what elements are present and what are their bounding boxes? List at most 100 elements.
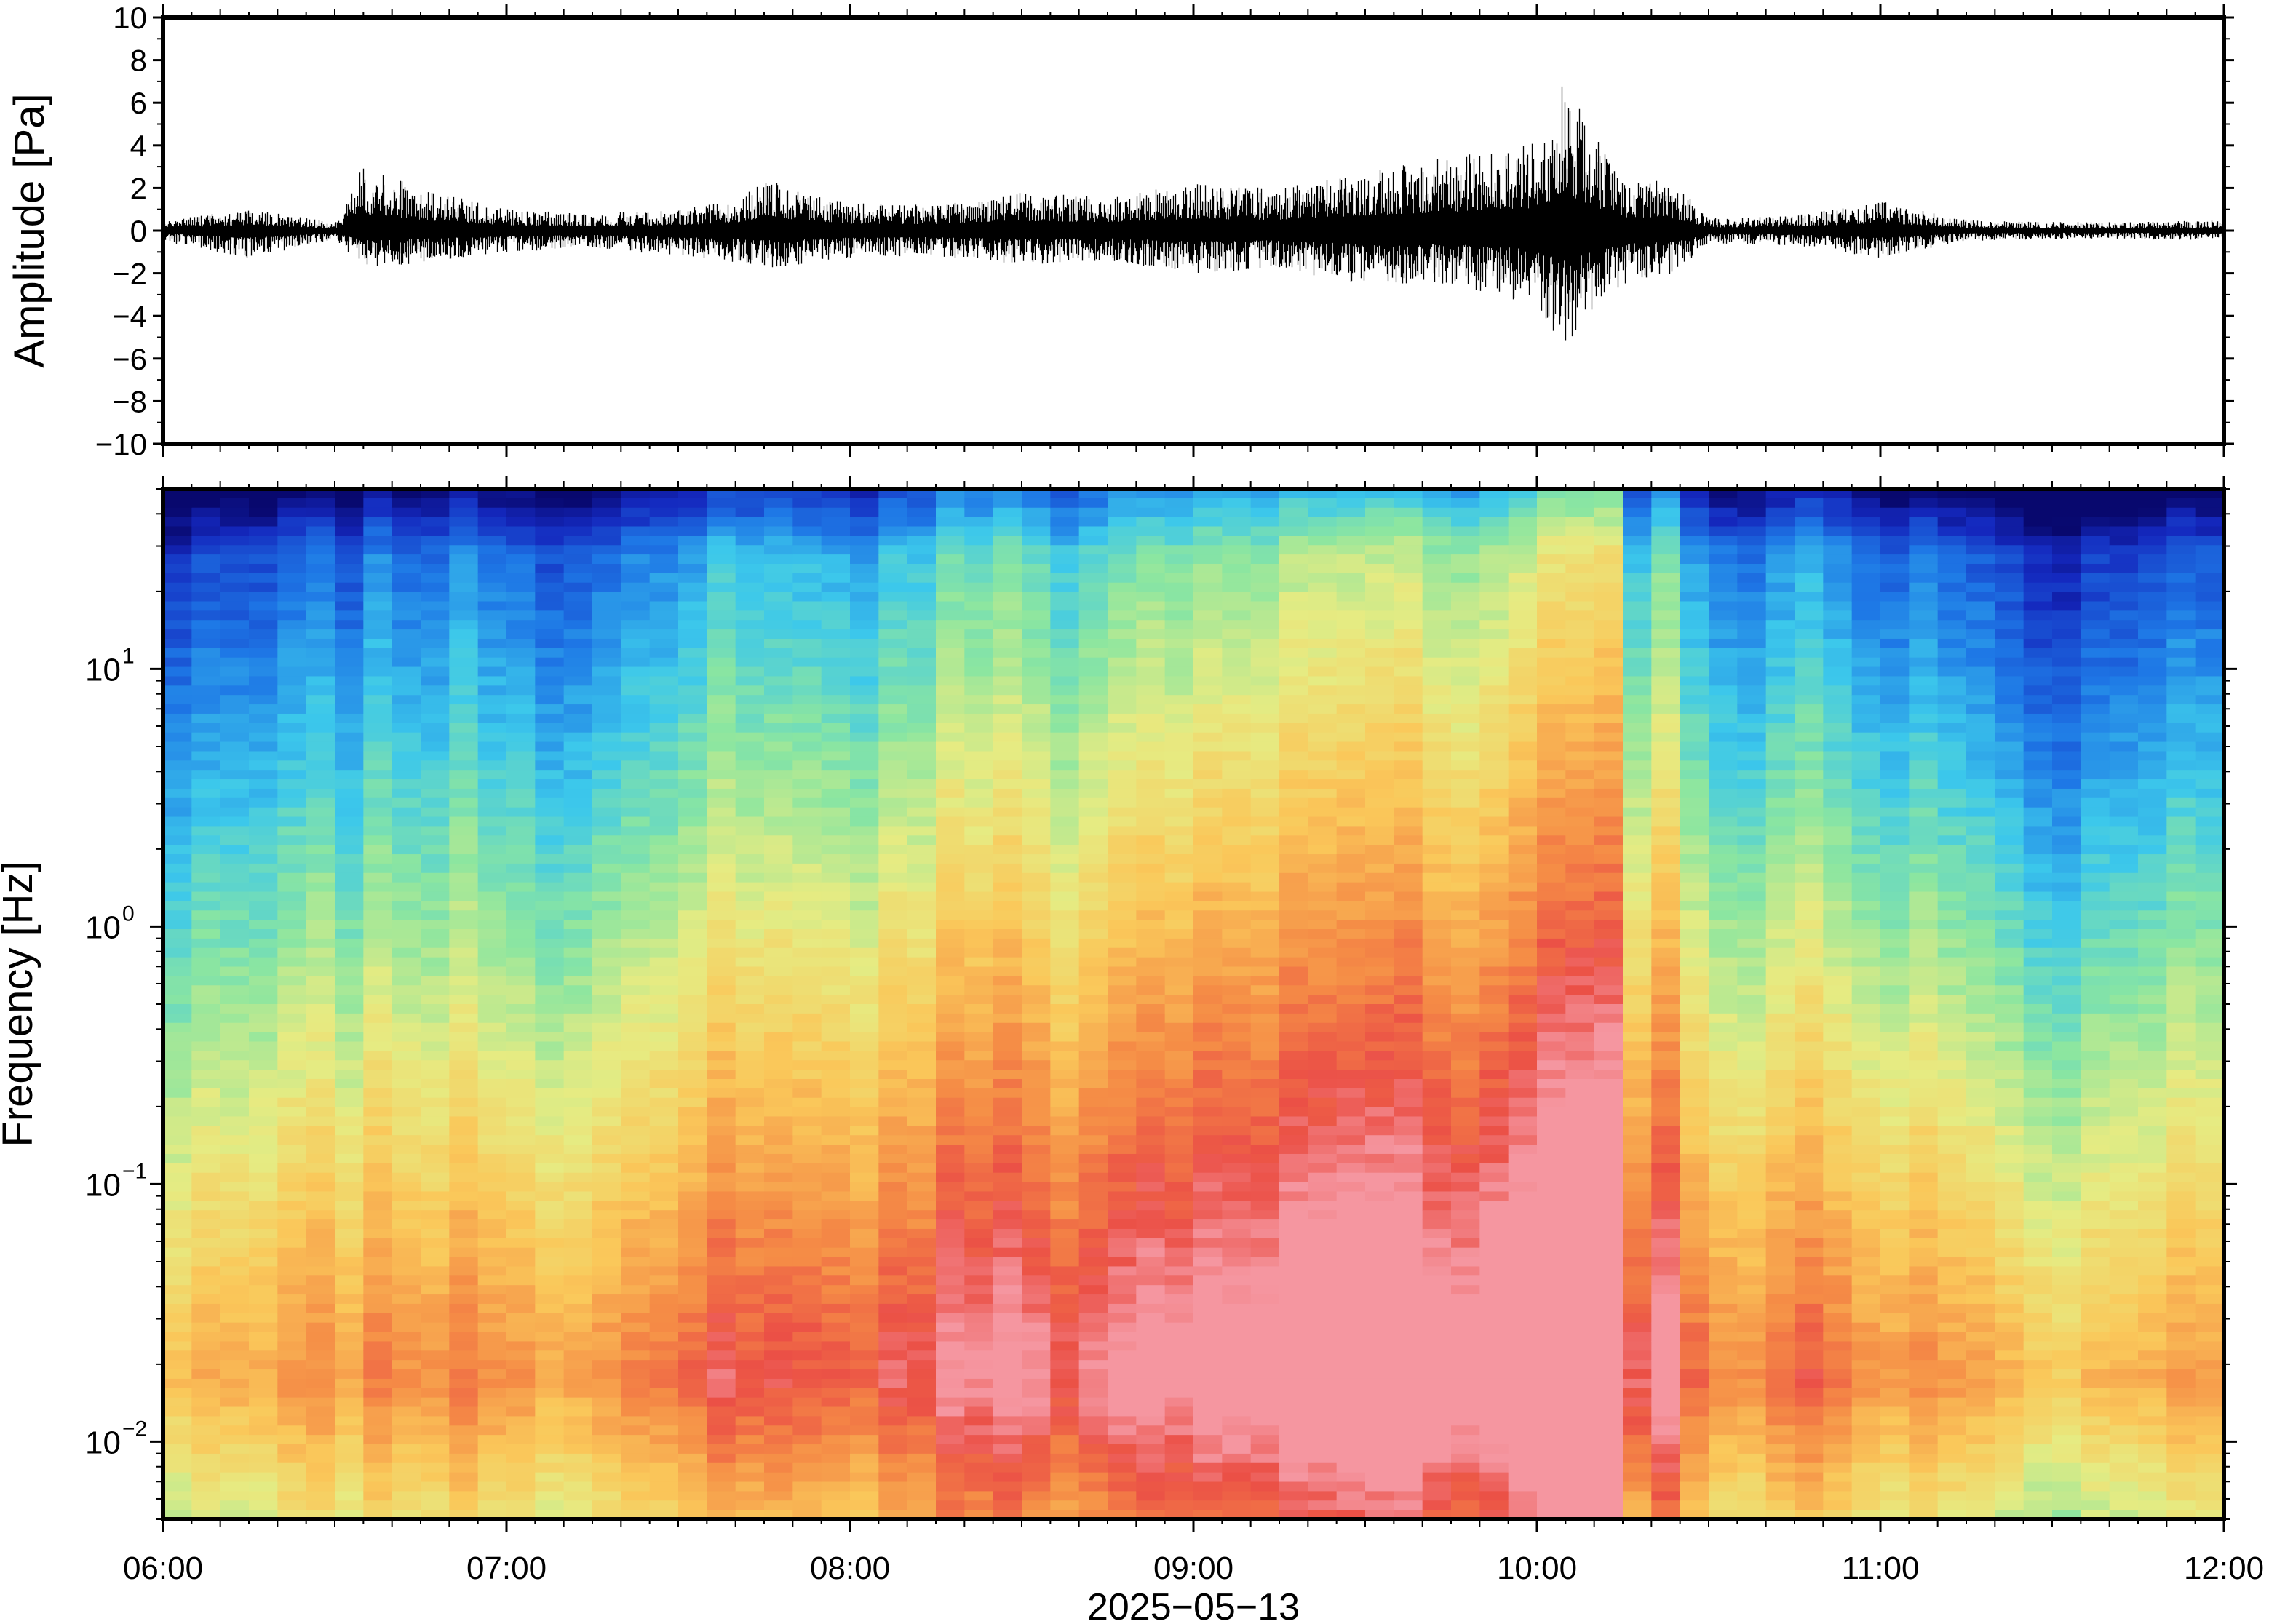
spectrogram-cell <box>1394 536 1423 546</box>
spectrogram-cell <box>1279 788 1308 799</box>
spectrogram-cell <box>1222 966 1252 976</box>
spectrogram-cell <box>735 995 765 1005</box>
spectrogram-cell <box>421 666 450 677</box>
spectrogram-cell <box>1136 1257 1166 1267</box>
spectrogram-cell <box>392 1462 421 1473</box>
spectrogram-cell <box>850 872 879 883</box>
spectrogram-cell <box>449 938 479 949</box>
spectrogram-cell <box>649 760 679 771</box>
spectrogram-cell <box>163 966 192 976</box>
spectrogram-cell <box>535 526 565 536</box>
spectrogram-cell <box>1250 507 1280 518</box>
spectrogram-cell <box>1022 976 1051 986</box>
spectrogram-cell <box>936 1182 965 1193</box>
spectrogram-cell <box>1078 1238 1108 1249</box>
spectrogram-cell <box>964 1051 994 1061</box>
spectrogram-cell <box>1193 638 1223 649</box>
spectrogram-cell <box>907 1406 937 1417</box>
spectrogram-cell <box>363 1481 393 1492</box>
spectrogram-cell <box>850 1182 879 1193</box>
spectrogram-cell <box>421 1266 450 1276</box>
spectrogram-cell <box>649 592 679 602</box>
spectrogram-cell <box>735 1088 765 1099</box>
spectrogram-cell <box>649 901 679 911</box>
spectrogram-cell <box>878 872 908 883</box>
spectrogram-cell <box>563 1126 593 1136</box>
spectrogram-cell <box>936 666 965 677</box>
spectrogram-cell <box>335 920 364 930</box>
spectrogram-cell <box>792 1172 822 1183</box>
spectrogram-cell <box>649 610 679 621</box>
spectrogram-cell <box>277 536 307 546</box>
spectrogram-cell <box>1222 704 1252 715</box>
spectrogram-cell <box>621 1145 651 1155</box>
spectrogram-cell <box>1022 638 1051 649</box>
spectrogram-cell <box>506 901 536 911</box>
spectrogram-cell <box>735 1350 765 1361</box>
spectrogram-cell <box>821 1406 851 1417</box>
spectrogram-cell <box>506 1022 536 1033</box>
spectrogram-cell <box>964 938 994 949</box>
spectrogram-cell <box>850 1051 879 1061</box>
spectrogram-cell <box>678 732 707 743</box>
spectrogram-cell <box>1308 1182 1338 1193</box>
spectrogram-cell <box>964 835 994 845</box>
spectrogram-cell <box>907 554 937 565</box>
spectrogram-cell <box>535 1238 565 1249</box>
spectrogram-cell <box>792 526 822 536</box>
spectrogram-cell <box>707 1145 736 1155</box>
spectrogram-cell <box>792 713 822 724</box>
spectrogram-cell <box>1164 704 1194 715</box>
spectrogram-cell <box>1136 1369 1166 1380</box>
spectrogram-cell <box>792 1435 822 1445</box>
spectrogram-cell <box>506 666 536 677</box>
spectrogram-cell <box>649 1472 679 1483</box>
spectrogram-cell <box>735 517 765 528</box>
spectrogram-cell <box>335 938 364 949</box>
spectrogram-cell <box>277 1266 307 1276</box>
spectrogram-cell <box>163 788 192 799</box>
spectrogram-cell <box>764 1088 793 1099</box>
spectrogram-cell <box>764 1163 793 1174</box>
spectrogram-cell <box>792 1350 822 1361</box>
spectrogram-cell <box>936 526 965 536</box>
spectrogram-cell <box>1164 835 1194 845</box>
spectrogram-cell <box>1308 863 1338 874</box>
spectrogram-cell <box>249 760 278 771</box>
spectrogram-cell <box>1365 1406 1394 1417</box>
spectrogram-cell <box>878 1350 908 1361</box>
spectrogram-cell <box>993 854 1022 864</box>
spectrogram-cell <box>220 498 250 509</box>
spectrogram-cell <box>306 1378 335 1389</box>
spectrogram-cell <box>449 1416 479 1426</box>
spectrogram-cell <box>249 1453 278 1464</box>
spectrogram-cell <box>792 723 822 733</box>
spectrogram-cell <box>449 554 479 565</box>
spectrogram-cell <box>306 1406 335 1417</box>
spectrogram-cell <box>993 1228 1022 1239</box>
spectrogram-cell <box>707 1013 736 1024</box>
spectrogram-cell <box>678 1051 707 1061</box>
spectrogram-cell <box>907 1238 937 1249</box>
spectrogram-cell <box>821 620 851 630</box>
spectrogram-cell <box>735 1341 765 1351</box>
spectrogram-cell <box>592 1219 621 1230</box>
spectrogram-cell <box>392 816 421 827</box>
spectrogram-cell <box>1308 872 1338 883</box>
spectrogram-cell <box>1250 1070 1280 1080</box>
spectrogram-cell <box>678 1247 707 1258</box>
spectrogram-cell <box>535 1266 565 1276</box>
spectrogram-cell <box>678 1041 707 1051</box>
spectrogram-cell <box>1164 995 1194 1005</box>
spectrogram-cell <box>1164 1444 1194 1454</box>
spectrogram-cell <box>993 648 1022 658</box>
spectrogram-cell <box>220 1303 250 1314</box>
spectrogram-cell <box>506 835 536 845</box>
spectrogram-cell <box>1108 666 1137 677</box>
spectrogram-cell <box>163 741 192 752</box>
spectrogram-cell <box>821 1126 851 1136</box>
spectrogram-cell <box>449 713 479 724</box>
spectrogram-cell <box>621 957 651 968</box>
spectrogram-cell <box>707 1378 736 1389</box>
spectrogram-cell <box>1336 1350 1366 1361</box>
